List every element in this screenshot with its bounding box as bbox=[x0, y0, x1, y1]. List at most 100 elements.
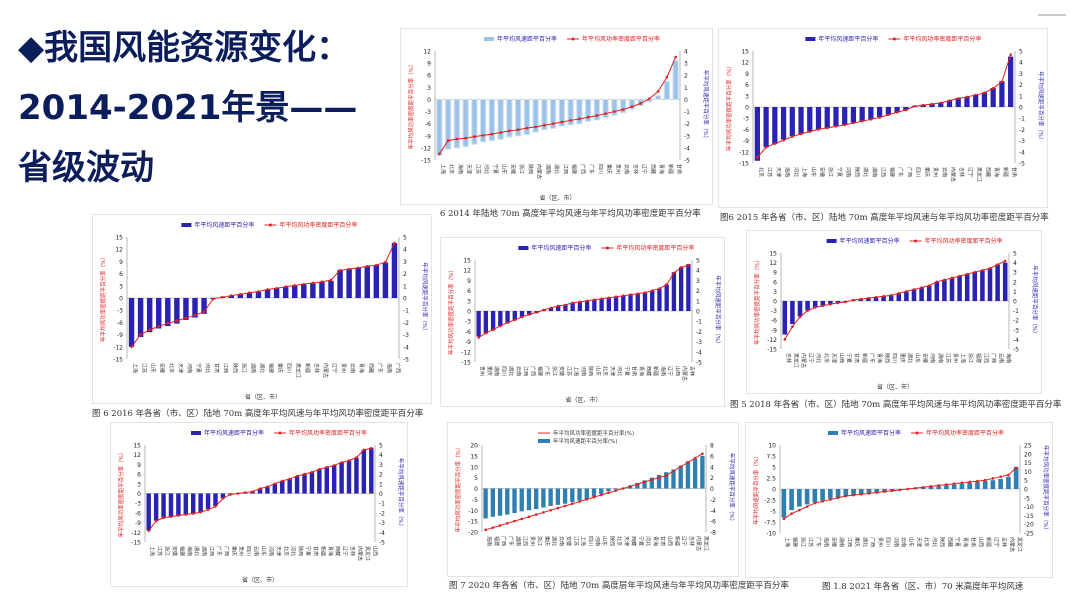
x-tick-label: 辽宁 bbox=[808, 353, 815, 363]
y-tick-label-left: -12 bbox=[131, 530, 141, 537]
bar bbox=[894, 107, 900, 113]
bar bbox=[319, 282, 325, 298]
line-point bbox=[665, 75, 669, 79]
y-tick-label-left: -15 bbox=[421, 158, 431, 165]
x-tick-label: 黑龙江 bbox=[364, 546, 371, 561]
line-point bbox=[193, 313, 197, 317]
x-tick-label: 内蒙古 bbox=[356, 546, 363, 561]
x-tick-label: 上海 bbox=[580, 536, 587, 546]
line-point bbox=[991, 87, 995, 90]
x-tick-label: 辽宁 bbox=[993, 537, 1000, 547]
line-point bbox=[988, 267, 992, 270]
line-point bbox=[513, 318, 517, 322]
x-tick-label: 湖南 bbox=[544, 164, 551, 174]
line-point bbox=[243, 491, 247, 494]
x-tick-label: 云南 bbox=[998, 353, 1005, 363]
bar bbox=[436, 98, 443, 156]
y-tick-label-left: 9 bbox=[137, 462, 141, 469]
line-point bbox=[973, 270, 977, 274]
x-tick-label: 广西 bbox=[579, 164, 586, 174]
line-point bbox=[375, 263, 378, 267]
legend-swatch-bar bbox=[805, 37, 816, 41]
x-tick-label: 西藏 bbox=[367, 363, 374, 373]
y-tick-label-left: 9 bbox=[119, 259, 123, 266]
bar bbox=[128, 298, 135, 347]
x-tick-label: 陕西 bbox=[608, 536, 615, 546]
line-point bbox=[808, 130, 812, 133]
x-tick-label: 贵州 bbox=[479, 366, 486, 376]
bar bbox=[369, 447, 374, 494]
line-point bbox=[236, 492, 240, 495]
x-tick-label: 山西 bbox=[371, 546, 378, 556]
bar bbox=[866, 489, 872, 494]
bar bbox=[999, 81, 1005, 107]
line-point bbox=[913, 104, 916, 108]
x-tick-label: 上海 bbox=[801, 167, 808, 177]
line-point bbox=[564, 303, 567, 307]
bar bbox=[337, 269, 343, 298]
x-tick-label: 辽宁 bbox=[681, 536, 688, 546]
x-tick-label: 内蒙古 bbox=[536, 164, 543, 179]
line-point bbox=[1007, 473, 1010, 477]
line-point bbox=[154, 519, 158, 523]
x-tick-label: 上海 bbox=[439, 164, 446, 174]
bar bbox=[664, 472, 669, 489]
line-point bbox=[211, 297, 215, 301]
y-tick-label-left: -12 bbox=[739, 149, 749, 156]
y-tick-label-right: 20 bbox=[1024, 451, 1032, 458]
bar bbox=[287, 478, 292, 494]
line-point bbox=[672, 271, 676, 275]
y-tick-label-right: 0 bbox=[403, 296, 407, 303]
line-point bbox=[921, 485, 925, 489]
y-tick-label-right: -1 bbox=[1013, 308, 1019, 315]
bar bbox=[577, 488, 582, 501]
x-tick-label: 安徽 bbox=[830, 537, 837, 547]
x-tick-label: 湖北 bbox=[862, 167, 869, 177]
bar bbox=[904, 291, 909, 301]
bar bbox=[620, 98, 627, 114]
y-axis-label-left: 年平均风功率密度距平百分率（%） bbox=[454, 445, 462, 533]
line-point bbox=[438, 152, 441, 156]
bar bbox=[642, 480, 647, 489]
line-point bbox=[549, 508, 552, 512]
x-tick-label: 云南 bbox=[515, 366, 522, 376]
bar bbox=[191, 493, 196, 514]
bar bbox=[174, 298, 180, 324]
x-tick-label: 海南 bbox=[823, 537, 830, 547]
line-point bbox=[836, 301, 840, 305]
y-tick-label-right: 0 bbox=[1019, 105, 1023, 112]
y-tick-label-left: -6 bbox=[771, 318, 777, 325]
bar bbox=[532, 98, 539, 133]
line-point bbox=[991, 477, 995, 480]
bar bbox=[355, 267, 361, 298]
bar bbox=[523, 98, 530, 136]
bar bbox=[534, 488, 539, 510]
x-tick-label: 浙江 bbox=[518, 164, 525, 174]
bar bbox=[678, 465, 683, 489]
line-point bbox=[860, 119, 864, 123]
line-point bbox=[813, 306, 817, 309]
bar bbox=[835, 489, 841, 498]
x-tick-label: 福建 bbox=[792, 537, 799, 547]
y-tick-label-right: 8 bbox=[710, 443, 714, 450]
bar bbox=[302, 474, 307, 494]
bar bbox=[881, 296, 886, 301]
y-tick-label-left: 12 bbox=[769, 260, 777, 267]
bar bbox=[1008, 56, 1014, 107]
chart-svg: 15 12 9 6 3 0 -3 -6 -9 -12 -15 5 4 3 2 1 0 -1 -2 -3 -4 -5 年平均风… bbox=[447, 244, 722, 404]
bar bbox=[964, 96, 970, 107]
line-point bbox=[549, 306, 553, 310]
legend-swatch-line-dot bbox=[915, 431, 919, 435]
bar bbox=[797, 301, 803, 317]
x-tick-label: 辽宁 bbox=[342, 546, 349, 556]
x-tick-label: 江西 bbox=[982, 353, 989, 363]
chart-panel-2015: 15 12 9 6 3 0 -3 -6 -9 -12 -15 5 4 3 2 1 0 -1 -2 -3 -4 -5 年平均风… bbox=[718, 28, 1048, 208]
bar bbox=[548, 307, 554, 311]
line-point bbox=[303, 472, 306, 476]
y-tick-label-right: -5 bbox=[1024, 495, 1030, 502]
bar bbox=[183, 493, 189, 515]
x-tick-label: 新疆 bbox=[673, 536, 680, 546]
line-point bbox=[968, 480, 971, 484]
line-point bbox=[332, 464, 336, 467]
bar bbox=[700, 455, 705, 489]
